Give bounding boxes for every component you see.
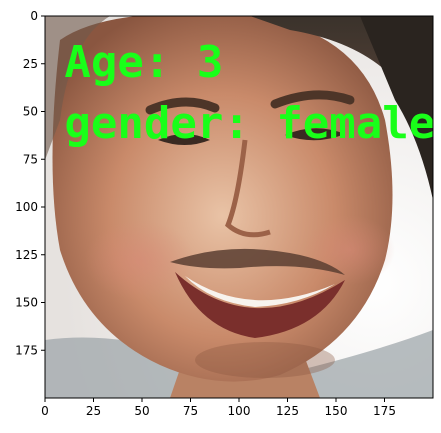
y-tick-label: 25	[23, 57, 38, 71]
y-tick-label: 125	[15, 248, 38, 262]
y-tick-label: 50	[23, 105, 38, 119]
y-tick-label: 75	[23, 152, 38, 166]
gender-overlay-text: gender: female	[64, 98, 435, 149]
y-tick-label: 150	[15, 296, 38, 310]
face-photo	[45, 16, 433, 398]
y-tick-label: 0	[30, 9, 38, 23]
y-tick-label: 175	[15, 343, 38, 357]
x-axis: 0 25 50 75 100 125 150 175	[41, 398, 396, 418]
y-tick-label: 100	[15, 200, 38, 214]
x-tick-label: 175	[373, 404, 396, 418]
x-tick-label: 125	[276, 404, 299, 418]
x-tick-label: 150	[325, 404, 348, 418]
x-tick-label: 50	[134, 404, 149, 418]
y-axis: 0 25 50 75 100 125 150 175	[15, 9, 45, 357]
overlay-text-group: Age: 3 gender: female	[64, 37, 435, 149]
age-overlay-text: Age: 3	[64, 37, 223, 88]
x-tick-label: 75	[183, 404, 198, 418]
x-tick-label: 100	[228, 404, 251, 418]
x-tick-label: 25	[86, 404, 101, 418]
x-tick-label: 0	[41, 404, 49, 418]
